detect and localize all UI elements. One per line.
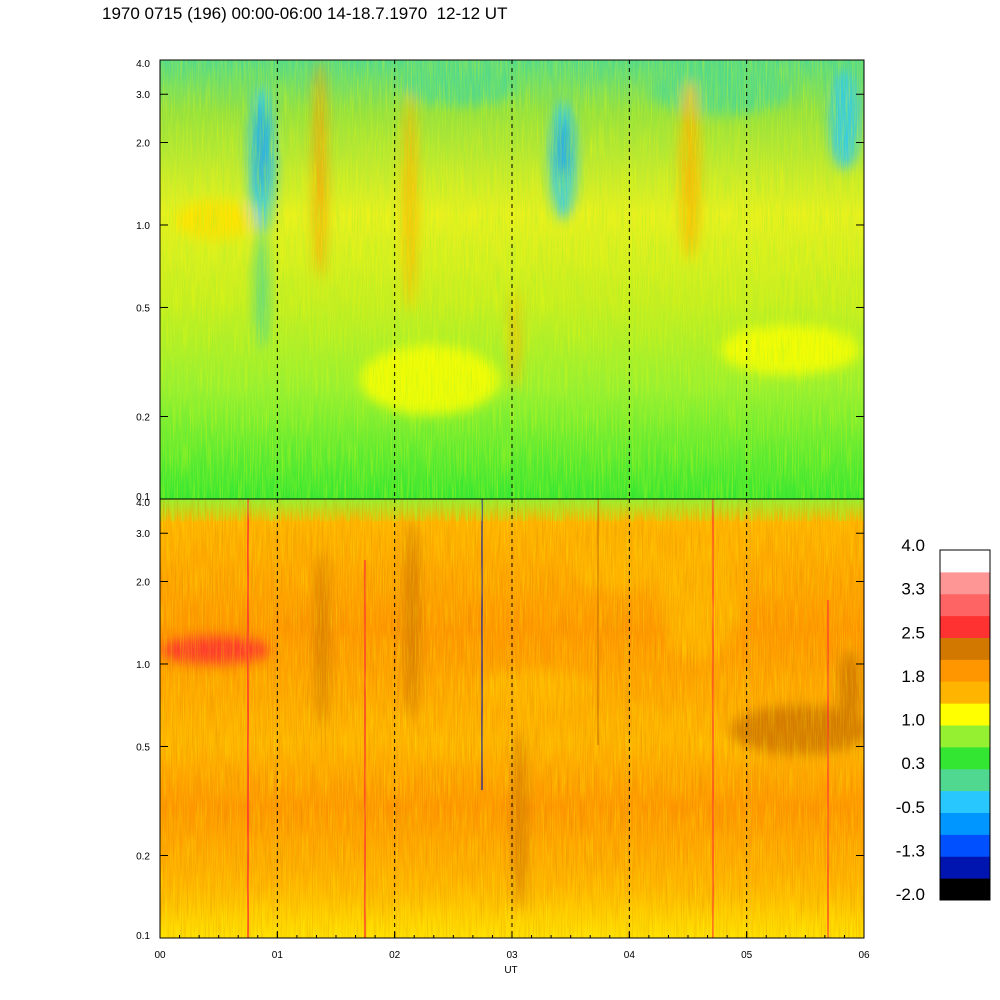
y-tick-label: 2.0: [136, 577, 150, 588]
colorbar-swatch: [940, 768, 990, 792]
y-tick-label: 0.2: [136, 413, 150, 424]
x-tick-label: 05: [741, 950, 753, 961]
colorbar-swatch: [940, 856, 990, 879]
lower-panel: [160, 499, 864, 938]
y-tick-label: 0.5: [136, 303, 150, 314]
y-tick-label: 1.0: [136, 660, 150, 671]
x-tick-label: 04: [624, 950, 636, 961]
colorbar-swatch: [940, 593, 990, 617]
chart-title: 1970 0715 (196) 00:00-06:00 14-18.7.1970…: [102, 4, 508, 23]
colorbar-label: 0.3: [901, 754, 925, 773]
colorbar-swatch: [940, 681, 990, 704]
colorbar-swatch: [940, 790, 990, 813]
colorbar-label: -2.0: [896, 885, 925, 904]
colorbar-label: 3.3: [901, 580, 925, 599]
colorbar-swatch: [940, 746, 990, 770]
colorbar-swatch: [940, 834, 990, 857]
x-tick-label: 00: [154, 950, 166, 961]
colorbar-swatch: [940, 725, 990, 748]
y-tick-label: 4.0: [136, 59, 150, 70]
colorbar-label: 1.0: [901, 711, 925, 730]
x-axis-label: UT: [504, 965, 517, 976]
colorbar-swatch: [940, 878, 990, 901]
colorbar-swatch: [940, 812, 990, 835]
y-tick-label: 2.0: [136, 138, 150, 149]
x-tick-label: 02: [389, 950, 401, 961]
colorbar-swatch: [940, 550, 990, 573]
colorbar-label: 1.8: [901, 667, 925, 686]
colorbar-label: 4.0: [901, 536, 925, 555]
x-tick-label: 01: [272, 950, 284, 961]
y-tick-label: 4.0: [136, 498, 150, 509]
colorbar-swatch: [940, 615, 990, 638]
y-tick-label: 0.1: [136, 931, 150, 942]
colorbar-label: -1.3: [896, 841, 925, 860]
colorbar-swatch: [940, 637, 990, 660]
y-tick-label: 1.0: [136, 221, 150, 232]
colorbar-label: -0.5: [896, 798, 925, 817]
y-tick-label: 0.5: [136, 742, 150, 753]
x-tick-label: 03: [506, 950, 518, 961]
colorbar-swatch: [940, 703, 990, 726]
y-tick-label: 0.2: [136, 852, 150, 863]
x-tick-label: 06: [858, 950, 870, 961]
y-tick-label: 3.0: [136, 529, 150, 540]
colorbar-swatch: [940, 659, 990, 682]
y-tick-label: 3.0: [136, 90, 150, 101]
y-tick-label: 0.1: [136, 492, 150, 503]
colorbar-frame: [939, 549, 991, 901]
colorbar-swatch: [940, 571, 990, 595]
colorbar-label: 2.5: [901, 623, 925, 642]
